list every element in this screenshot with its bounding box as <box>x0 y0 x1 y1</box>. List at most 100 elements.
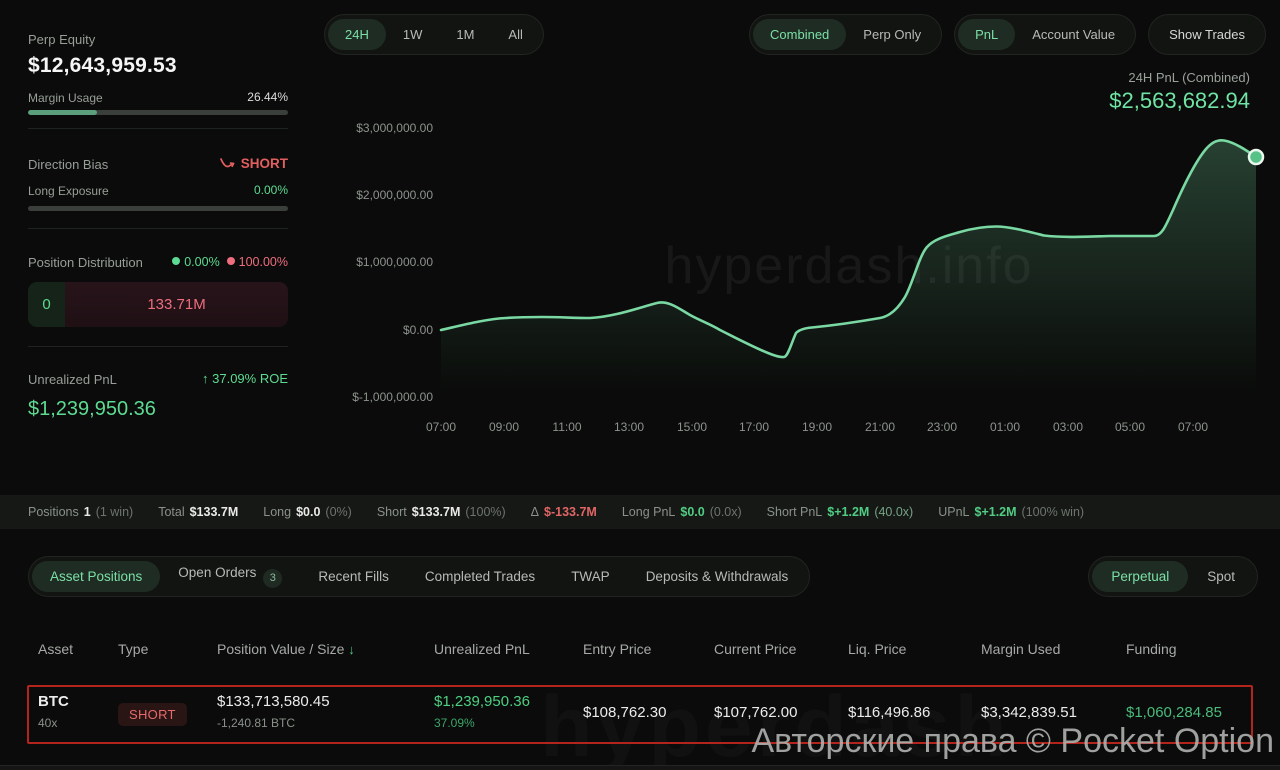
distribution-long-amount: 0 <box>42 296 51 313</box>
row-funding: $1,060,284.85 <box>1126 704 1222 721</box>
unrealized-pnl-value: $1,239,950.36 <box>28 398 156 420</box>
summary-short: Short $133.7M (100%) <box>376 505 506 519</box>
distribution-short-pct: 100.00% <box>238 255 288 269</box>
x-axis-tick: 15:00 <box>676 420 708 434</box>
margin-usage-progressbar <box>28 110 288 115</box>
direction-bias-value: SHORT <box>240 156 288 171</box>
col-header-entry-price[interactable]: Entry Price <box>583 641 652 657</box>
row-liq-price: $116,496.86 <box>848 704 931 721</box>
tab-open-orders[interactable]: Open Orders 3 <box>160 557 300 596</box>
tab-twap[interactable]: TWAP <box>571 569 610 584</box>
tab-completed-trades[interactable]: Completed Trades <box>424 569 536 584</box>
row-size: -1,240.81 BTC <box>217 716 296 730</box>
row-side-badge: SHORT <box>118 703 187 726</box>
time-range-group: 24H 1W 1M All <box>324 14 544 55</box>
metric-account-value[interactable]: Account Value <box>1032 27 1116 42</box>
tab-asset-positions[interactable]: Asset Positions <box>32 561 161 592</box>
margin-usage-progress-fill <box>28 110 97 115</box>
sidebar-divider <box>28 228 288 229</box>
summary-long-pnl: Long PnL $0.0 (0.0x) <box>621 505 742 519</box>
table-row-highlight[interactable] <box>27 685 1253 744</box>
row-position-value: $133,713,580.45 <box>217 693 330 710</box>
row-leverage: 40x <box>38 716 58 730</box>
summary-upnl: UPnL $+1.2M (100% win) <box>938 505 1085 519</box>
summary-positions: Positions 1 (1 win) <box>28 505 134 519</box>
x-axis-tick: 07:00 <box>1177 420 1209 434</box>
tab-deposits-withdrawals[interactable]: Deposits & Withdrawals <box>645 569 789 584</box>
x-axis-tick: 21:00 <box>864 420 896 434</box>
metric-toggle-group: PnL Account Value <box>954 14 1137 55</box>
sort-desc-icon: ↓ <box>348 642 355 657</box>
short-dot-icon <box>226 257 235 265</box>
x-axis-tick: 23:00 <box>926 420 958 434</box>
tab-recent-fills[interactable]: Recent Fills <box>318 569 389 584</box>
y-axis-tick: $0.00 <box>402 323 433 337</box>
sidebar-divider <box>28 346 288 347</box>
chart-pnl-label: 24H PnL (Combined) <box>1128 70 1250 85</box>
position-distribution-legend: 0.00% 100.00% <box>28 255 288 269</box>
y-axis-tick: $3,000,000.00 <box>356 121 433 135</box>
distribution-long-pct: 0.00% <box>184 255 220 269</box>
col-header-unrealized-pnl[interactable]: Unrealized PnL <box>434 641 530 657</box>
col-header-funding[interactable]: Funding <box>1126 641 1177 657</box>
x-axis-tick: 05:00 <box>1114 420 1146 434</box>
position-distribution-label: Position Distribution <box>28 255 143 270</box>
direction-bias-label: Direction Bias <box>28 157 109 172</box>
chart-pnl-value: $2,563,682.94 <box>1109 88 1250 113</box>
scope-combined[interactable]: Combined <box>753 19 847 50</box>
market-toggle-group: Perpetual Spot <box>1088 556 1258 597</box>
summary-long: Long $0.0 (0%) <box>263 505 352 519</box>
up-arrow-icon: ↑ <box>202 371 209 386</box>
col-header-asset[interactable]: Asset <box>38 641 74 657</box>
col-header-type[interactable]: Type <box>118 641 149 657</box>
x-axis-tick: 17:00 <box>738 420 770 434</box>
x-axis-tick: 03:00 <box>1052 420 1084 434</box>
long-dot-icon <box>172 257 181 265</box>
col-header-liq-price[interactable]: Liq. Price <box>848 641 907 657</box>
y-axis-tick: $1,000,000.00 <box>356 255 433 269</box>
row-asset: BTC <box>38 693 69 710</box>
distribution-long-segment: 0 <box>28 282 65 327</box>
scope-toggle-group: Combined Perp Only <box>749 14 943 55</box>
perp-equity-value: $12,643,959.53 <box>28 54 177 77</box>
roe-wrap: ↑ 37.09% ROE <box>28 371 288 386</box>
range-all[interactable]: All <box>508 27 523 42</box>
chart-controls: Combined Perp Only PnL Account Value Sho… <box>749 14 1266 55</box>
range-1w[interactable]: 1W <box>402 27 423 42</box>
range-1m[interactable]: 1M <box>456 27 475 42</box>
chart-area-fill <box>441 140 1256 393</box>
margin-usage-label: Margin Usage <box>28 91 103 105</box>
bottom-tab-bar: Asset Positions Open Orders 3 Recent Fill… <box>28 556 811 597</box>
row-entry-price: $108,762.30 <box>583 704 667 721</box>
long-exposure-progressbar <box>28 206 288 211</box>
y-axis-tick: $-1,000,000.00 <box>352 390 433 404</box>
margin-usage-value: 26.44% <box>247 90 288 104</box>
row-unrealized-pnl: $1,239,950.36 <box>434 693 530 710</box>
row-current-price: $107,762.00 <box>714 704 798 721</box>
market-perpetual[interactable]: Perpetual <box>1092 561 1189 592</box>
metric-pnl[interactable]: PnL <box>958 19 1016 50</box>
summary-delta: Δ $-133.7M <box>530 505 597 519</box>
x-axis-tick: 19:00 <box>801 420 833 434</box>
distribution-short-segment: 133.71M <box>65 282 288 327</box>
col-header-current-price[interactable]: Current Price <box>714 641 797 657</box>
chart-line <box>439 138 1258 359</box>
range-24h[interactable]: 24H <box>328 19 386 50</box>
y-axis-tick: $2,000,000.00 <box>356 188 433 202</box>
direction-bias-value-wrap: SHORT <box>28 156 288 173</box>
show-trades-button[interactable]: Show Trades <box>1148 14 1266 55</box>
row-margin-used: $3,342,839.51 <box>981 704 1077 721</box>
x-axis-tick: 07:00 <box>425 420 457 434</box>
row-unrealized-pnl-pct: 37.09% <box>434 716 475 730</box>
market-spot[interactable]: Spot <box>1207 569 1235 584</box>
position-distribution-bar: 0 133.71M <box>28 282 288 327</box>
x-axis-tick: 13:00 <box>613 420 645 434</box>
chart-end-dot <box>1247 148 1265 166</box>
distribution-short-amount: 133.71M <box>147 296 206 313</box>
col-header-margin-used[interactable]: Margin Used <box>981 641 1061 657</box>
x-axis-tick: 11:00 <box>552 420 582 434</box>
summary-total: Total $133.7M <box>158 505 239 519</box>
scope-perp-only[interactable]: Perp Only <box>863 27 922 42</box>
col-header-position-value[interactable]: Position Value / Size ↓ <box>217 641 355 657</box>
long-exposure-value: 0.00% <box>253 183 288 197</box>
